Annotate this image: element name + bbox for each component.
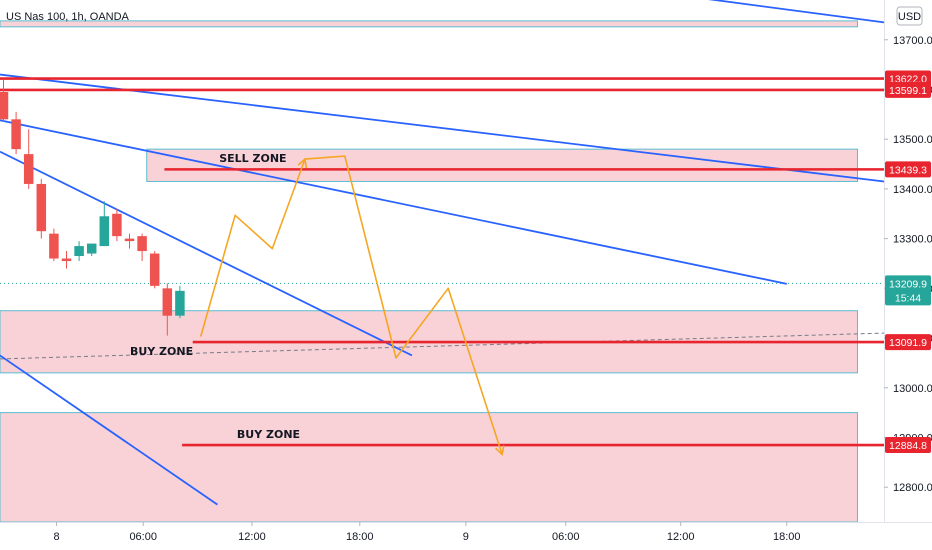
candle-body-0 <box>0 91 9 120</box>
trend-line-4 <box>0 354 218 506</box>
level-price-tag-3 <box>885 334 931 351</box>
zone-buy-zone-2 <box>0 412 858 523</box>
level-price-label-2: 13439.3 <box>889 164 927 176</box>
current-price-label: 13209.9 <box>889 278 927 290</box>
candle-body-5 <box>61 258 72 261</box>
candle-body-4 <box>49 233 59 259</box>
time-tick-label-5: 06:00 <box>552 531 580 543</box>
current-price-countdown: 15:44 <box>895 292 921 304</box>
level-price-tag-1 <box>885 81 931 98</box>
time-tick-label-7: 18:00 <box>773 531 801 543</box>
time-tick-label-0: 8 <box>54 531 60 543</box>
trend-line-2 <box>0 119 787 285</box>
dashed-line-0 <box>0 332 885 360</box>
price-tick-label-4: 13300.0 <box>893 234 932 246</box>
level-price-tag-2 <box>885 161 931 178</box>
time-tick-label-4: 9 <box>463 531 469 543</box>
currency-button-label[interactable]: USD <box>898 11 921 23</box>
time-tick-label-1: 06:00 <box>129 531 157 543</box>
time-tick-label-6: 12:00 <box>667 531 695 543</box>
trend-line-3 <box>0 150 413 357</box>
candle-body-11 <box>137 236 147 252</box>
level-price-label-3: 13091.9 <box>889 337 927 349</box>
zone-label-buy-zone-2: BUY ZONE <box>237 428 300 441</box>
symbol-title: US Nas 100, 1h, OANDA <box>6 11 130 23</box>
trend-line-1 <box>0 73 885 183</box>
trend-line-0 <box>708 0 885 24</box>
level-price-label-4: 12884.8 <box>889 440 927 452</box>
price-tick-label-0: 13700.0 <box>893 35 932 47</box>
zone-label-layer: SELL ZONE BUY ZONE BUY ZONE <box>130 152 300 441</box>
level-price-label-1: 13599.1 <box>889 85 927 97</box>
zone-label-sell-zone: SELL ZONE <box>219 152 286 165</box>
candle-body-6 <box>74 246 84 257</box>
time-tick-label-2: 12:00 <box>238 531 266 543</box>
candle-body-8 <box>99 216 110 247</box>
zone-label-buy-zone-1: BUY ZONE <box>130 345 193 358</box>
price-tag-layer: 13622.013599.113439.313091.912884.813209… <box>885 70 931 454</box>
candle-body-9 <box>112 213 122 237</box>
candle-body-1 <box>11 119 21 150</box>
level-price-tag-4 <box>885 437 931 454</box>
price-tick-label-9: 12800.0 <box>893 482 932 494</box>
price-tick-label-2: 13500.0 <box>893 134 932 146</box>
price-tick-label-3: 13400.0 <box>893 184 932 196</box>
projection-path <box>199 155 503 455</box>
time-axis[interactable]: 8 06:00 12:00 18:00 9 06:00 12:00 18:00 <box>0 522 932 543</box>
candle-body-14 <box>175 290 185 316</box>
candle-body-2 <box>23 154 34 184</box>
price-tick-label-7: 13000.0 <box>893 383 932 395</box>
time-tick-label-3: 18:00 <box>346 531 374 543</box>
line-layer <box>0 0 885 506</box>
candle-body-12 <box>149 253 160 286</box>
currency-button-frame[interactable] <box>896 6 923 26</box>
projection-arrow-down <box>495 445 505 456</box>
zone-top-band <box>0 20 858 28</box>
candle-body-10 <box>124 238 135 242</box>
candle-layer <box>0 79 185 336</box>
projection-arrow-up <box>297 157 308 169</box>
currency-button[interactable]: USD <box>896 6 923 26</box>
candle-body-7 <box>86 243 97 254</box>
current-price-tag <box>885 275 931 306</box>
candle-body-13 <box>162 288 173 316</box>
candle-body-3 <box>36 183 47 232</box>
